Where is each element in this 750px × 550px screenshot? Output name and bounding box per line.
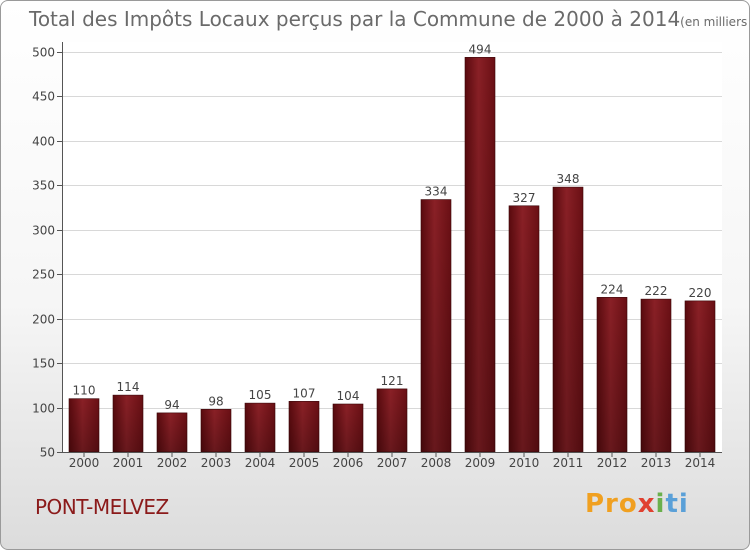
value-label-2007: 121 bbox=[381, 374, 404, 388]
bar-shade-2004 bbox=[245, 403, 275, 452]
value-label-2005: 107 bbox=[293, 386, 316, 400]
bars bbox=[68, 57, 716, 453]
x-tick-label-2002: 2002 bbox=[157, 456, 188, 470]
commune-name: PONT-MELVEZ bbox=[35, 495, 169, 519]
bar-shade-2013 bbox=[641, 299, 671, 452]
bar-shade-2010 bbox=[509, 205, 539, 452]
x-tick-label-2000: 2000 bbox=[69, 456, 100, 470]
x-tick-label-2011: 2011 bbox=[553, 456, 584, 470]
bar-shade-2008 bbox=[421, 199, 451, 452]
value-label-2014: 220 bbox=[689, 286, 712, 300]
value-label-2010: 327 bbox=[513, 191, 536, 205]
logo-part-2: x bbox=[637, 489, 656, 519]
logo-part-1: Pro bbox=[585, 489, 638, 519]
y-tick-label: 100 bbox=[32, 402, 55, 416]
x-tick-label-2008: 2008 bbox=[421, 456, 452, 470]
bar-shade-2007 bbox=[377, 388, 407, 452]
value-label-2013: 222 bbox=[645, 284, 668, 298]
y-tick-label: 200 bbox=[32, 313, 55, 327]
y-tick-label: 450 bbox=[32, 90, 55, 104]
x-tick-label-2012: 2012 bbox=[597, 456, 628, 470]
y-tick-label: 50 bbox=[40, 446, 55, 460]
x-tick-label-2006: 2006 bbox=[333, 456, 364, 470]
x-tick-label-2003: 2003 bbox=[201, 456, 232, 470]
title-main: Total des Impôts Locaux perçus par la Co… bbox=[29, 7, 681, 31]
bar-shade-2011 bbox=[553, 187, 583, 452]
axes bbox=[57, 42, 722, 457]
bar-shade-2006 bbox=[333, 404, 363, 452]
value-label-2003: 98 bbox=[208, 394, 223, 408]
value-label-2006: 104 bbox=[337, 389, 360, 403]
value-label-2011: 348 bbox=[557, 172, 580, 186]
x-tick-label-2004: 2004 bbox=[245, 456, 276, 470]
x-tick-label-2010: 2010 bbox=[509, 456, 540, 470]
logo-part-4: ti bbox=[665, 489, 689, 519]
x-tick-label-2007: 2007 bbox=[377, 456, 408, 470]
bar-shade-2009 bbox=[465, 57, 495, 452]
y-tick-label: 400 bbox=[32, 135, 55, 149]
value-label-2012: 224 bbox=[601, 282, 624, 296]
value-label-2001: 114 bbox=[117, 380, 140, 394]
bar-shade-2000 bbox=[69, 398, 99, 452]
y-tick-label: 350 bbox=[32, 179, 55, 193]
x-tick-label-2005: 2005 bbox=[289, 456, 320, 470]
bar-shade-2003 bbox=[201, 409, 231, 452]
y-tick-label: 150 bbox=[32, 357, 55, 371]
y-tick-label: 300 bbox=[32, 224, 55, 238]
x-tick-label-2013: 2013 bbox=[641, 456, 672, 470]
bar-shade-2001 bbox=[113, 395, 143, 452]
value-label-2008: 334 bbox=[425, 185, 448, 199]
bar-shade-2014 bbox=[685, 300, 715, 452]
x-tick-label-2009: 2009 bbox=[465, 456, 496, 470]
bar-shade-2002 bbox=[157, 412, 187, 452]
value-label-2002: 94 bbox=[164, 398, 179, 412]
value-label-2000: 110 bbox=[73, 384, 96, 398]
value-label-2004: 105 bbox=[249, 388, 272, 402]
proxiti-logo: Proxiti bbox=[585, 489, 689, 519]
y-tick-label: 250 bbox=[32, 268, 55, 282]
grid-lines bbox=[62, 52, 722, 453]
y-tick-label: 500 bbox=[32, 46, 55, 60]
bar-shade-2005 bbox=[289, 401, 319, 452]
x-tick-label-2001: 2001 bbox=[113, 456, 144, 470]
labels: 50 100 150 200 250 300 350 400 450 500 110 2000 114 2… bbox=[32, 42, 715, 470]
value-label-2009: 494 bbox=[469, 42, 492, 56]
bar-shade-2012 bbox=[597, 297, 627, 452]
chart-title: Total des Impôts Locaux perçus par la Co… bbox=[29, 7, 749, 31]
logo-part-3: i bbox=[655, 489, 666, 519]
title-unit: (en milliers d'€) bbox=[680, 15, 749, 29]
x-tick-label-2014: 2014 bbox=[685, 456, 716, 470]
